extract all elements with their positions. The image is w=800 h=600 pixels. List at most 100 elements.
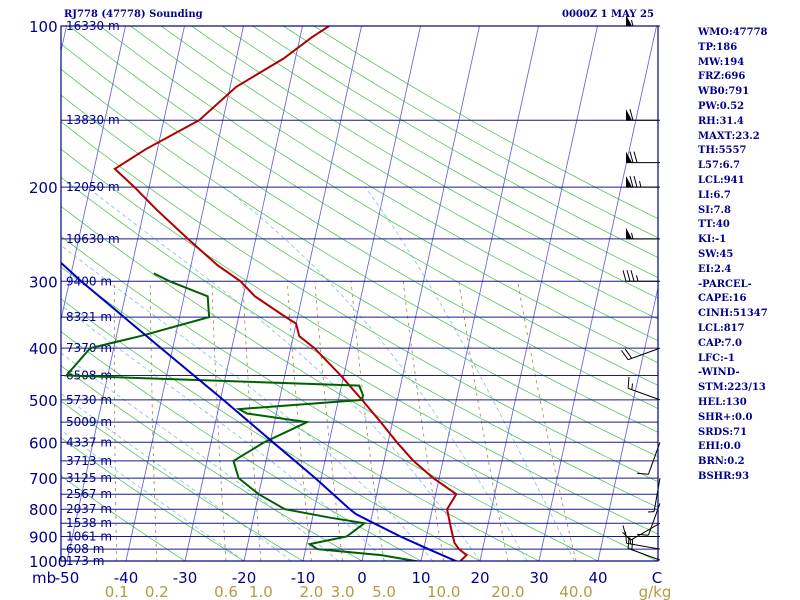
barb-feather xyxy=(630,270,635,282)
wind-barb xyxy=(626,109,660,121)
wind-barb xyxy=(626,151,660,164)
wind-barb xyxy=(626,227,660,240)
height-label: 13830 m xyxy=(66,113,120,127)
barb-feather xyxy=(636,533,649,536)
mixing-ratio-label: 2.0 xyxy=(299,583,323,600)
barb-half-feather xyxy=(631,232,634,240)
mixing-ratio-label: 20.0 xyxy=(491,583,524,600)
wind-barb xyxy=(626,175,660,188)
index-line: EHI:0.0 xyxy=(698,441,741,453)
dry-adiabat xyxy=(99,26,658,364)
temperature-tick-label: -20 xyxy=(232,569,257,587)
temperature-tick-label: 40 xyxy=(588,569,607,587)
barb-half-feather xyxy=(639,180,642,188)
pressure-label: 300 xyxy=(29,273,58,291)
stability-indices-panel: WMO:47778 TP:186 MW:194 FRZ:696 WB0:791 PW:0.… xyxy=(698,26,798,485)
mixing-ratio-axis-labels: 0.1 0.2 0.6 1.0 2.0 3.0 5.0 10.0 20.0 40.0 g/kg xyxy=(105,583,672,600)
mixing-ratio-label: 0.1 xyxy=(105,583,129,600)
height-label: 3125 m xyxy=(66,471,112,485)
barb-half-feather xyxy=(631,19,634,27)
mixing-ratio-label: g/kg xyxy=(639,583,672,600)
moist-adiabat xyxy=(364,186,575,561)
moist-adiabat xyxy=(61,393,292,561)
barb-staff xyxy=(627,387,661,401)
barb-flag xyxy=(626,176,632,188)
height-label: 1538 m xyxy=(66,516,112,530)
height-label: 12050 m xyxy=(66,180,120,194)
height-label: 1061 m xyxy=(66,530,112,544)
pressure-label: 600 xyxy=(29,434,58,452)
isotherm xyxy=(0,26,8,561)
barb-flag xyxy=(626,227,632,239)
pressure-label: 800 xyxy=(29,501,58,519)
barb-feather xyxy=(624,348,633,359)
pressure-label: 1000 xyxy=(29,553,67,571)
wind-barb xyxy=(636,442,661,475)
isotherm xyxy=(61,26,126,322)
isotherm xyxy=(302,26,421,561)
height-label: 5730 m xyxy=(66,393,112,407)
index-line: KI:-1 xyxy=(698,234,727,246)
temperature-axis-labels: mb-50 -40 -30 -20 -10 0 10 20 30 40 C xyxy=(32,569,662,587)
isotherm xyxy=(597,285,658,561)
moist-adiabat xyxy=(86,186,481,561)
barb-flag xyxy=(626,109,632,121)
index-line: FRZ:696 xyxy=(698,71,746,83)
barb-staff xyxy=(627,347,661,361)
wind-barb xyxy=(647,478,661,513)
index-line: CAP:7.0 xyxy=(698,337,742,349)
wind-barb xyxy=(622,270,660,282)
barb-flag xyxy=(626,151,632,163)
barb-feather xyxy=(622,270,627,282)
index-line: PW:0.52 xyxy=(698,100,745,112)
plot-border xyxy=(60,25,659,562)
dry-adiabat xyxy=(61,94,658,458)
mixing-ratio-label: 0.6 xyxy=(214,583,238,600)
dry-adiabats xyxy=(61,26,658,561)
isotherm xyxy=(243,26,362,561)
mixing-ratio-label: 1.0 xyxy=(249,583,273,600)
moist-adiabat xyxy=(61,429,245,561)
mixing-ratio-label: 10.0 xyxy=(427,583,460,600)
barb-feather xyxy=(627,376,630,389)
pressure-label: 400 xyxy=(29,340,58,358)
index-line: BSHR:93 xyxy=(698,470,750,482)
mixing-ratio-label: 0.2 xyxy=(145,583,169,600)
pressure-axis-labels: 100 200 300 400 500 600 700 800 900 1000 xyxy=(29,18,67,571)
index-line: WB0:791 xyxy=(698,86,750,98)
barb-feather xyxy=(633,151,638,163)
barb-feather xyxy=(629,151,634,163)
pressure-label: 200 xyxy=(29,179,58,197)
barb-feather xyxy=(626,270,631,282)
index-line: LI:6.7 xyxy=(698,189,731,201)
isotherms xyxy=(0,26,658,561)
temperature-tick-label: 10 xyxy=(411,569,430,587)
parcel-profile xyxy=(61,261,459,561)
index-line: EI:2.4 xyxy=(698,263,732,275)
index-line: SHR+:0.0 xyxy=(698,411,753,423)
index-line: SRDS:71 xyxy=(698,426,748,438)
temperature-tick-label: 30 xyxy=(529,569,548,587)
index-line: CINH:51347 xyxy=(698,308,768,320)
barb-feather xyxy=(629,175,634,188)
mixing-ratio-line xyxy=(458,281,509,561)
mixing-ratio-label: 5.0 xyxy=(372,583,396,600)
height-label: 8321 m xyxy=(66,310,112,324)
index-line: LFC:-1 xyxy=(698,352,735,364)
station-title: RJ778 (47778) Sounding xyxy=(64,9,203,20)
height-label: 5009 m xyxy=(66,415,112,429)
index-line: SI:7.8 xyxy=(698,204,731,216)
wind-barb xyxy=(627,376,661,401)
temperature-tick-label: -50 xyxy=(55,569,80,587)
temperature-tick-label: 20 xyxy=(470,569,489,587)
index-line: MAXT:23.2 xyxy=(698,130,760,142)
temperature-tick-label: -40 xyxy=(114,569,139,587)
isotherm xyxy=(361,26,480,561)
temperature-profile xyxy=(113,26,469,561)
barb-feather xyxy=(622,531,631,541)
barb-feather xyxy=(621,350,629,360)
index-line: L57:6.7 xyxy=(698,160,741,172)
index-line: TT:40 xyxy=(698,219,730,231)
moist-adiabat xyxy=(61,352,339,561)
